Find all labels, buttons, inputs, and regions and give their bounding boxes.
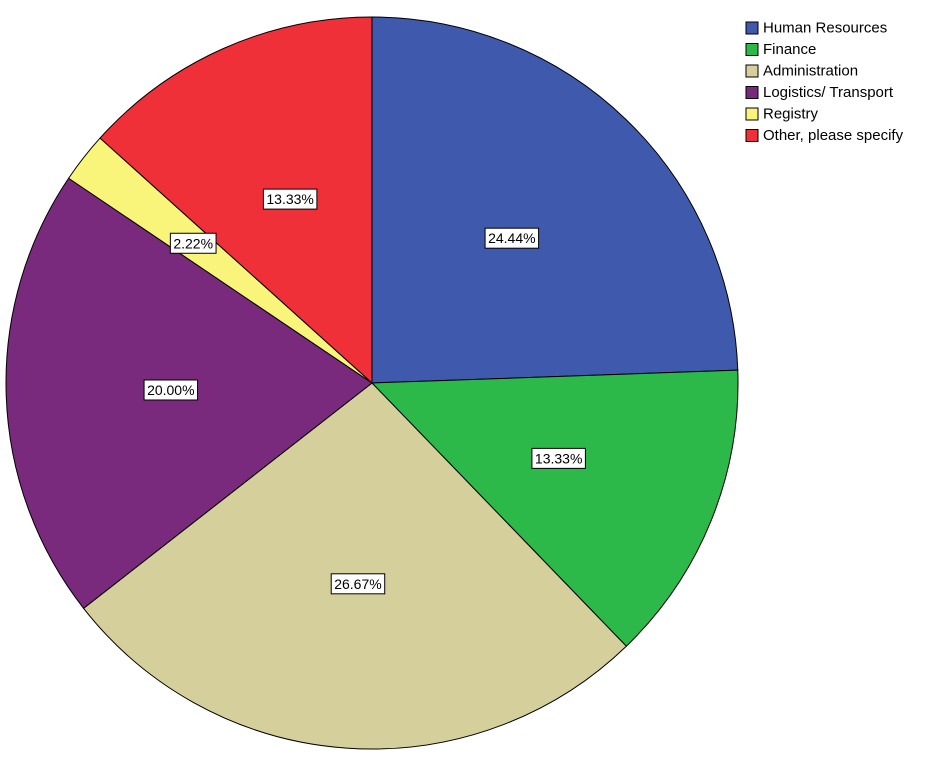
data-label-finance: 13.33% (531, 447, 586, 469)
legend-swatch (745, 64, 759, 78)
legend-item-logistics-transport: Logistics/ Transport (745, 84, 894, 101)
data-label-box (169, 232, 217, 254)
data-label-text: 13.33% (266, 191, 313, 207)
pie-slices (5, 16, 739, 750)
legend-swatch (745, 21, 759, 35)
data-label-box (143, 379, 199, 401)
data-label-text: 2.22% (173, 235, 213, 251)
data-label-text: 24.44% (488, 230, 535, 246)
legend: Human Resources Finance Administration Logi… (745, 20, 904, 144)
data-label-human-resources: 24.44% (484, 227, 540, 249)
data-label-box (330, 573, 386, 595)
legend-item-administration: Administration (745, 63, 858, 80)
data-label-text: 26.67% (334, 576, 381, 592)
legend-label: Human Resources (763, 20, 887, 37)
legend-label: Logistics/ Transport (763, 84, 894, 101)
legend-label: Administration (763, 63, 858, 80)
pie-slice-human-resources (371, 16, 739, 384)
legend-label: Registry (763, 106, 819, 123)
legend-item-other-please-specify: Other, please specify (745, 127, 904, 144)
legend-swatch (745, 107, 759, 121)
data-label-logistics-transport: 20.00% (143, 379, 199, 401)
data-label-registry: 2.22% (169, 232, 217, 254)
pie-slice-finance (370, 369, 739, 647)
data-label-text: 20.00% (147, 382, 194, 398)
data-label-box (484, 227, 540, 249)
legend-swatch (745, 129, 759, 142)
data-label-administration: 26.67% (330, 573, 386, 595)
data-label-box (531, 447, 586, 469)
legend-item-human-resources: Human Resources (745, 20, 887, 37)
pie-slice-administration (82, 382, 628, 750)
pie-slice-other-please-specify (99, 16, 373, 385)
legend-label: Other, please specify (763, 127, 904, 144)
legend-item-registry: Registry (745, 106, 819, 123)
legend-swatch (745, 43, 759, 56)
legend-label: Finance (763, 41, 816, 58)
data-label-other-please-specify: 13.33% (262, 188, 318, 210)
legend-swatch (745, 86, 759, 99)
data-label-text: 13.33% (535, 450, 582, 466)
legend-item-finance: Finance (745, 41, 816, 58)
pie-data-labels: 24.44% 13.33% 26.67% 20.00% 2.22% 13.33% (143, 188, 586, 595)
data-label-box (262, 188, 318, 210)
